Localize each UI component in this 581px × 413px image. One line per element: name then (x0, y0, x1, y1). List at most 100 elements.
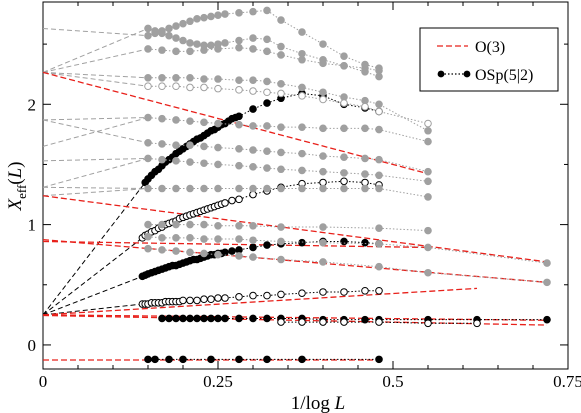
data-point (228, 247, 236, 255)
data-point (361, 154, 369, 163)
data-point (298, 55, 306, 64)
data-point (179, 36, 187, 45)
data-point (144, 113, 152, 122)
data-point (340, 153, 348, 162)
data-point (298, 123, 306, 131)
data-point (172, 234, 180, 242)
data-point (424, 268, 432, 277)
data-point (235, 195, 243, 204)
data-point (235, 161, 243, 170)
data-point (277, 80, 285, 88)
legend-o3-label: O(3) (475, 39, 505, 56)
y-tick-label: 0 (28, 336, 37, 355)
data-point (375, 100, 383, 109)
data-point (158, 46, 166, 54)
data-point (298, 355, 306, 364)
data-point (214, 222, 222, 230)
data-point (249, 222, 257, 230)
data-point (340, 318, 348, 326)
legend-osp-marker-right (463, 70, 471, 78)
data-point (361, 170, 369, 178)
data-point (200, 13, 208, 22)
series-line (147, 117, 429, 143)
data-point (375, 224, 383, 233)
data-point (249, 76, 257, 85)
data-point (249, 291, 257, 300)
data-point (235, 355, 243, 364)
data-point (193, 314, 201, 323)
data-point (277, 318, 285, 326)
data-point (263, 122, 271, 130)
data-point (235, 9, 243, 17)
data-point (144, 74, 152, 82)
extrapolation-line (42, 119, 149, 144)
data-point (424, 319, 432, 328)
data-point (298, 318, 306, 326)
red-fit-line (42, 314, 548, 321)
data-point (249, 184, 257, 193)
extrapolation-line (42, 303, 143, 316)
data-point (214, 11, 222, 20)
data-point (221, 314, 229, 323)
data-point (263, 355, 271, 364)
extrapolation-line (42, 71, 149, 87)
data-point (424, 119, 432, 128)
data-point (263, 184, 271, 193)
x-tick-label: 0.25 (203, 372, 233, 391)
data-point (186, 314, 194, 323)
data-point (235, 145, 243, 153)
data-point (172, 157, 180, 165)
data-point (277, 42, 285, 51)
data-point (319, 167, 327, 176)
data-point (158, 82, 166, 91)
data-point (249, 236, 257, 245)
data-point (319, 124, 327, 133)
data-point (186, 296, 194, 305)
data-point (319, 288, 327, 296)
data-point (543, 259, 551, 267)
data-point (319, 223, 327, 231)
data-point (235, 222, 243, 230)
data-point (200, 159, 208, 168)
series-line (147, 142, 429, 173)
data-point (221, 294, 229, 302)
data-point (319, 59, 327, 68)
data-point (186, 184, 194, 193)
data-point (277, 237, 285, 246)
data-point (277, 16, 285, 24)
data-point (144, 45, 152, 53)
data-point (263, 35, 271, 44)
data-point (144, 244, 152, 253)
data-point (249, 45, 257, 53)
data-point (158, 140, 166, 148)
data-point (424, 126, 432, 135)
legend-osp-label: OSp(5|2) (475, 67, 533, 84)
data-point (214, 294, 222, 302)
data-point (235, 86, 243, 94)
data-point (158, 155, 166, 164)
data-point (200, 235, 208, 243)
data-point (186, 117, 194, 125)
extrapolation-line (42, 186, 149, 190)
x-tick-label: 0.75 (553, 372, 581, 391)
data-point (361, 315, 369, 324)
data-point (277, 89, 285, 98)
data-point (214, 314, 222, 323)
data-point (172, 74, 180, 82)
data-point (263, 99, 271, 107)
data-point (144, 154, 152, 163)
data-point (249, 163, 257, 171)
data-point (298, 149, 306, 158)
extrapolation-line (42, 237, 143, 316)
y-tick-label: 1 (28, 216, 37, 235)
data-point (186, 17, 194, 26)
data-point (249, 87, 257, 95)
extrapolation-line (42, 157, 149, 162)
data-point (249, 122, 257, 130)
data-point (319, 184, 327, 193)
data-point (235, 293, 243, 301)
data-point (172, 47, 180, 56)
data-point (144, 355, 152, 364)
data-point (151, 355, 159, 364)
data-point (172, 82, 180, 91)
